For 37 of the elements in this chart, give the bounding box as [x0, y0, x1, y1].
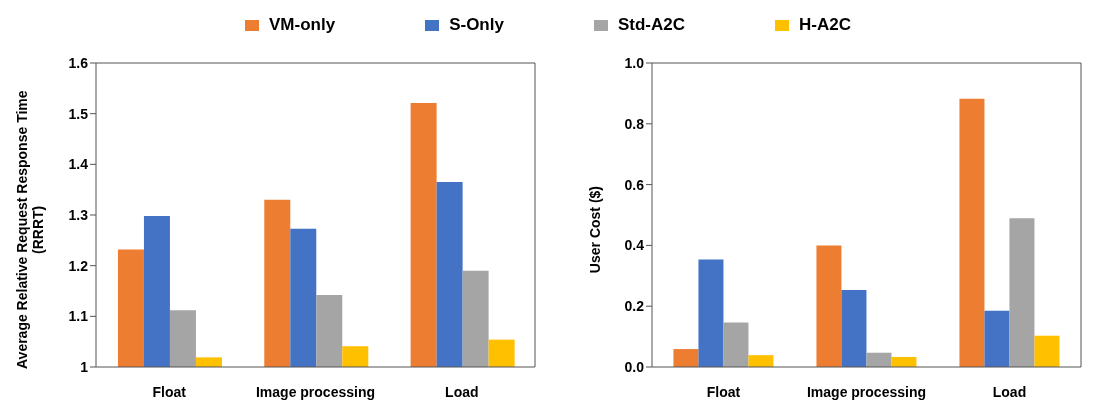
y-axis-title: User Cost ($) [587, 185, 603, 274]
y-tick-label: 1.2 [68, 257, 89, 274]
y-tick-label: 0.4 [624, 237, 645, 254]
y-tick-label: 1.3 [68, 206, 89, 223]
x-tick-label: Load [445, 383, 479, 400]
legend-label: S-Only [449, 15, 504, 35]
y-tick-label: 0.6 [624, 176, 645, 193]
legend-label: VM-only [269, 15, 336, 35]
legend-label: Std-A2C [617, 15, 685, 35]
y-tick-label: 1.5 [68, 105, 89, 122]
bar [959, 98, 985, 367]
bar [816, 245, 842, 367]
bar [841, 290, 867, 367]
y-axis-title: Average Relative Request Response Time (RRRT) [14, 89, 46, 371]
bar [698, 259, 724, 367]
bar [984, 310, 1010, 367]
x-tick-label: Float [152, 383, 187, 400]
bar [748, 355, 774, 367]
x-tick-label: Image processing [806, 383, 927, 400]
legend-label: H-A2C [799, 15, 851, 35]
bar [891, 356, 917, 367]
y-tick-label: 1.0 [624, 54, 645, 71]
bar [1009, 218, 1035, 367]
y-tick-label: 1.1 [68, 308, 89, 325]
x-tick-label: Image processing [255, 383, 376, 400]
y-tick-label: 0.2 [624, 298, 645, 315]
y-tick-label: 0.8 [624, 115, 645, 132]
bar [866, 352, 892, 367]
y-tick-label: 0.0 [624, 358, 645, 375]
x-tick-label: Load [992, 383, 1027, 400]
x-tick-label: Float [706, 383, 741, 400]
y-tick-label: 1.4 [68, 156, 89, 173]
y-tick-label: 1.6 [68, 54, 89, 71]
bar [723, 322, 749, 367]
y-tick-label: 1 [80, 358, 89, 375]
bar [673, 349, 699, 367]
bar [1034, 335, 1060, 367]
